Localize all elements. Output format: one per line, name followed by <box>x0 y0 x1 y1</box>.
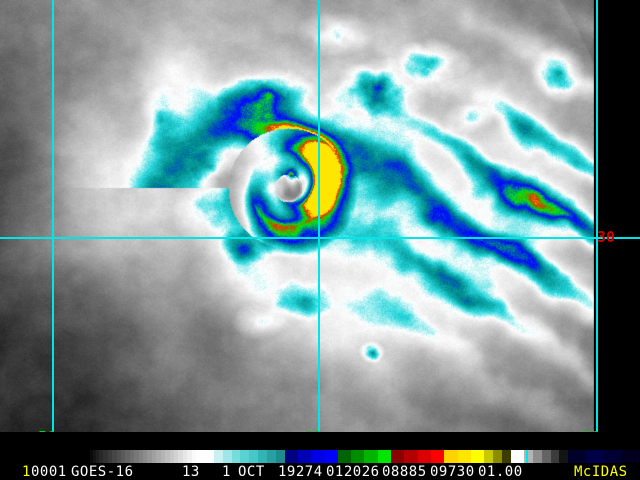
colorbar-segment <box>187 450 192 463</box>
colorbar-segment <box>524 450 533 463</box>
colorbar-segment <box>430 450 445 463</box>
colorbar-segment <box>165 450 170 463</box>
colorbar-segment <box>95 450 99 463</box>
colorbar-segment <box>391 450 405 463</box>
element-coordinate-label: 09730 <box>430 464 475 480</box>
colorbar-segment <box>501 450 511 463</box>
image-number-label: 0001 <box>31 464 67 480</box>
colorbar-segment <box>470 450 485 463</box>
colorbar-segment <box>568 450 587 463</box>
colorbar-segment <box>178 450 183 463</box>
month-label: OCT <box>238 464 265 480</box>
colorbar-segment <box>510 450 525 463</box>
colorbar-segment <box>337 450 352 463</box>
frame-index-label: 1 <box>22 464 31 480</box>
annotation-bar: 1 0001 GOES-16 13 1 OCT 19274 012026 088… <box>0 432 640 480</box>
software-name-label: McIDAS <box>574 464 628 480</box>
colorbar-segment <box>182 450 188 463</box>
colorbar-segment <box>275 450 285 463</box>
colorbar-segment <box>266 450 276 463</box>
colorbar-segment <box>169 450 174 463</box>
colorbar-segment <box>559 450 569 463</box>
status-text-line: 1 0001 GOES-16 13 1 OCT 19274 012026 088… <box>0 465 640 480</box>
colorbar-segment <box>532 450 542 463</box>
time-label: 012026 <box>326 464 380 480</box>
day-label: 1 <box>222 464 231 480</box>
colorbar-segment <box>134 450 139 463</box>
band-number-label: 13 <box>182 464 200 480</box>
colorbar-segment <box>364 450 378 463</box>
colorbar-segment <box>541 450 551 463</box>
colorbar-segment <box>484 450 494 463</box>
colorbar-segment <box>444 450 458 463</box>
enhancement-color-bar <box>87 450 640 463</box>
satellite-image-canvas[interactable] <box>0 0 640 432</box>
colorbar-segment <box>151 450 157 463</box>
colorbar-segment <box>603 450 622 463</box>
colorbar-segment <box>231 450 241 463</box>
colorbar-segment <box>138 450 144 463</box>
colorbar-segment <box>404 450 418 463</box>
colorbar-segment <box>324 450 338 463</box>
image-right-margin <box>594 0 640 432</box>
line-coordinate-label: 08885 <box>382 464 427 480</box>
colorbar-segment <box>550 450 560 463</box>
julian-date-label: 19274 <box>278 464 323 480</box>
colorbar-segment <box>493 450 502 463</box>
colorbar-segment <box>147 450 152 463</box>
colorbar-segment <box>298 450 312 463</box>
resolution-label: 01.00 <box>478 464 523 480</box>
colorbar-segment <box>311 450 325 463</box>
colorbar-segment <box>191 450 197 463</box>
colorbar-segment <box>156 450 161 463</box>
colorbar-segment <box>586 450 604 463</box>
colorbar-segment <box>249 450 259 463</box>
colorbar-segment <box>160 450 166 463</box>
satellite-image-area[interactable] <box>0 0 640 432</box>
colorbar-segment <box>89 450 93 463</box>
colorbar-segment <box>284 450 298 463</box>
satellite-name-label: GOES-16 <box>71 464 134 480</box>
colorbar-segment <box>196 450 214 463</box>
colorbar-segment <box>125 450 130 463</box>
colorbar-segment <box>173 450 179 463</box>
colorbar-segment <box>377 450 392 463</box>
colorbar-segment <box>98 450 104 463</box>
colorbar-segment <box>129 450 135 463</box>
colorbar-segment <box>107 450 113 463</box>
colorbar-segment <box>417 450 431 463</box>
colorbar-segment <box>143 450 148 463</box>
colorbar-segment <box>222 450 232 463</box>
colorbar-tick-marker <box>526 450 528 463</box>
colorbar-segment <box>87 450 90 463</box>
colorbar-segment <box>116 450 121 463</box>
colorbar-segment <box>457 450 471 463</box>
colorbar-segment <box>240 450 250 463</box>
colorbar-segment <box>103 450 108 463</box>
colorbar-segment <box>92 450 96 463</box>
colorbar-segment <box>621 450 640 463</box>
colorbar-segment <box>351 450 365 463</box>
colorbar-segment <box>213 450 223 463</box>
colorbar-segment <box>120 450 126 463</box>
colorbar-segment <box>258 450 267 463</box>
colorbar-segment <box>112 450 117 463</box>
